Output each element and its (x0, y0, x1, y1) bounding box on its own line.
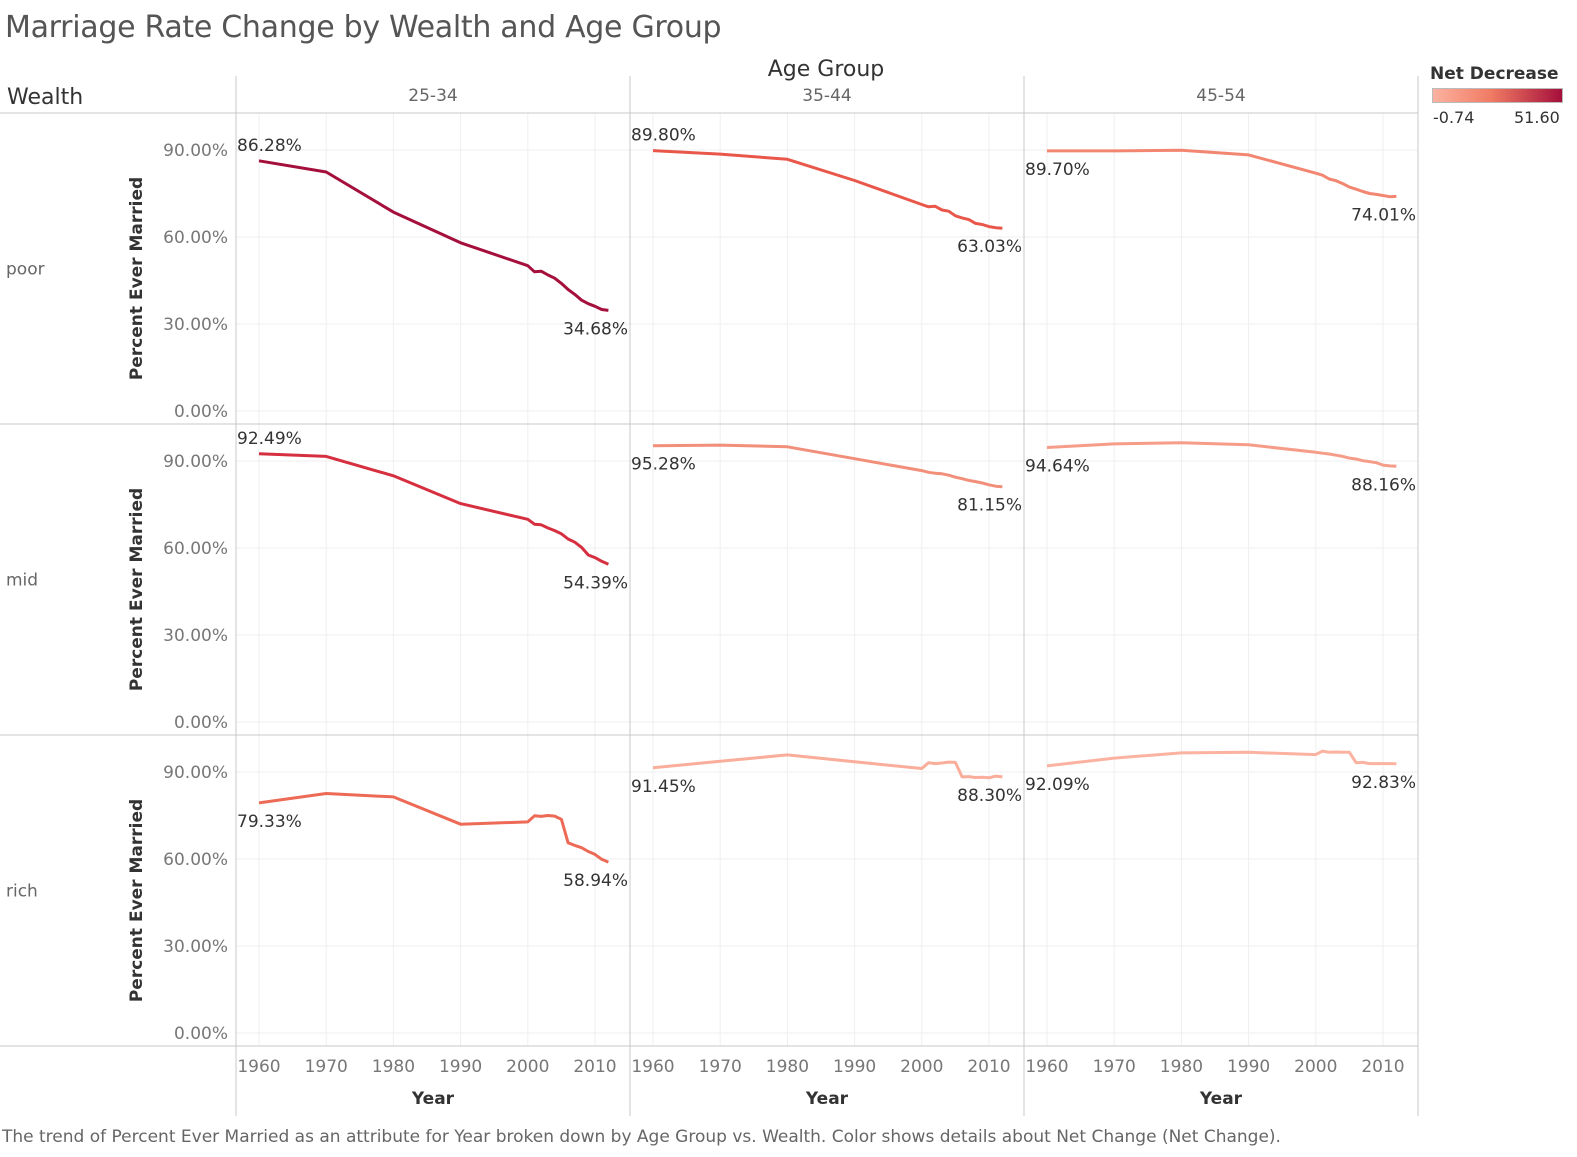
legend-color-ramp (1432, 88, 1563, 103)
end-value-label: 58.94% (563, 871, 628, 891)
x-tick-label: 1980 (1160, 1057, 1203, 1077)
x-tick-label: 2010 (573, 1057, 616, 1077)
end-value-label: 54.39% (563, 573, 628, 593)
y-axis-title: Percent Ever Married (127, 488, 147, 691)
age-group-header: 45-54 (1196, 86, 1245, 106)
start-value-label: 95.28% (631, 455, 696, 475)
x-tick-label: 1960 (631, 1057, 674, 1077)
x-axis-title: Year (411, 1089, 455, 1109)
y-tick-label: 90.00% (163, 141, 228, 161)
x-tick-label: 1970 (1093, 1057, 1136, 1077)
end-value-label: 63.03% (957, 237, 1022, 257)
legend-min-label: -0.74 (1433, 108, 1475, 127)
series-line-rich-45-54 (1046, 749, 1397, 768)
y-tick-label: 60.00% (163, 228, 228, 248)
series-line-rich-35-44 (652, 753, 1003, 780)
wealth-row-label: mid (6, 571, 38, 591)
wealth-row-label: poor (6, 260, 45, 280)
y-tick-label: 0.00% (174, 1024, 228, 1044)
column-header-title: Age Group (768, 57, 885, 82)
start-value-label: 92.49% (237, 429, 302, 449)
end-value-label: 88.30% (957, 786, 1022, 806)
y-tick-label: 30.00% (163, 626, 228, 646)
series-line-poor-35-44 (652, 149, 1003, 230)
chart-title: Marriage Rate Change by Wealth and Age G… (5, 10, 722, 45)
x-tick-label: 1990 (1227, 1057, 1270, 1077)
y-tick-label: 30.00% (163, 315, 228, 335)
x-tick-label: 1990 (439, 1057, 482, 1077)
start-value-label: 94.64% (1025, 457, 1090, 477)
end-value-label: 92.83% (1351, 773, 1416, 793)
x-tick-label: 2010 (1361, 1057, 1404, 1077)
y-tick-label: 30.00% (163, 937, 228, 957)
y-tick-label: 60.00% (163, 850, 228, 870)
start-value-label: 89.80% (631, 126, 696, 146)
x-axis-title: Year (1199, 1089, 1243, 1109)
row-header-title: Wealth (7, 85, 83, 110)
legend-max-label: 51.60 (1514, 108, 1560, 127)
x-tick-label: 1990 (833, 1057, 876, 1077)
series-line-mid-45-54 (1046, 441, 1397, 468)
start-value-label: 79.33% (237, 812, 302, 832)
end-value-label: 34.68% (563, 319, 628, 339)
y-tick-label: 90.00% (163, 452, 228, 472)
y-axis-title: Percent Ever Married (127, 799, 147, 1002)
x-tick-label: 2000 (506, 1057, 549, 1077)
x-tick-label: 1980 (766, 1057, 809, 1077)
y-tick-label: 0.00% (174, 402, 228, 422)
chart-caption: The trend of Percent Ever Married as an … (2, 1127, 1281, 1147)
series-line-mid-35-44 (652, 443, 1003, 489)
series-line-poor-45-54 (1047, 148, 1397, 199)
x-tick-label: 2010 (967, 1057, 1010, 1077)
x-tick-label: 1970 (305, 1057, 348, 1077)
y-tick-label: 60.00% (163, 539, 228, 559)
x-tick-label: 1980 (372, 1057, 415, 1077)
end-value-label: 88.16% (1351, 475, 1416, 495)
y-axis-title: Percent Ever Married (127, 177, 147, 380)
legend-title: Net Decrease (1430, 64, 1559, 84)
series-line-rich-25-34 (258, 792, 609, 864)
end-value-label: 81.15% (957, 496, 1022, 516)
start-value-label: 91.45% (631, 777, 696, 797)
x-axis-title: Year (805, 1089, 849, 1109)
age-group-header: 25-34 (408, 86, 457, 106)
start-value-label: 89.70% (1025, 160, 1090, 180)
y-tick-label: 90.00% (163, 763, 228, 783)
series-line-poor-25-34 (258, 159, 609, 312)
x-tick-label: 2000 (900, 1057, 943, 1077)
x-tick-label: 2000 (1294, 1057, 1337, 1077)
x-tick-label: 1960 (237, 1057, 280, 1077)
end-value-label: 74.01% (1351, 205, 1416, 225)
series-line-mid-25-34 (258, 452, 610, 566)
x-tick-label: 1960 (1025, 1057, 1068, 1077)
x-tick-label: 1970 (699, 1057, 742, 1077)
y-tick-label: 0.00% (174, 713, 228, 733)
age-group-header: 35-44 (802, 86, 851, 106)
start-value-label: 92.09% (1025, 775, 1090, 795)
wealth-row-label: rich (6, 882, 38, 902)
start-value-label: 86.28% (237, 136, 302, 156)
